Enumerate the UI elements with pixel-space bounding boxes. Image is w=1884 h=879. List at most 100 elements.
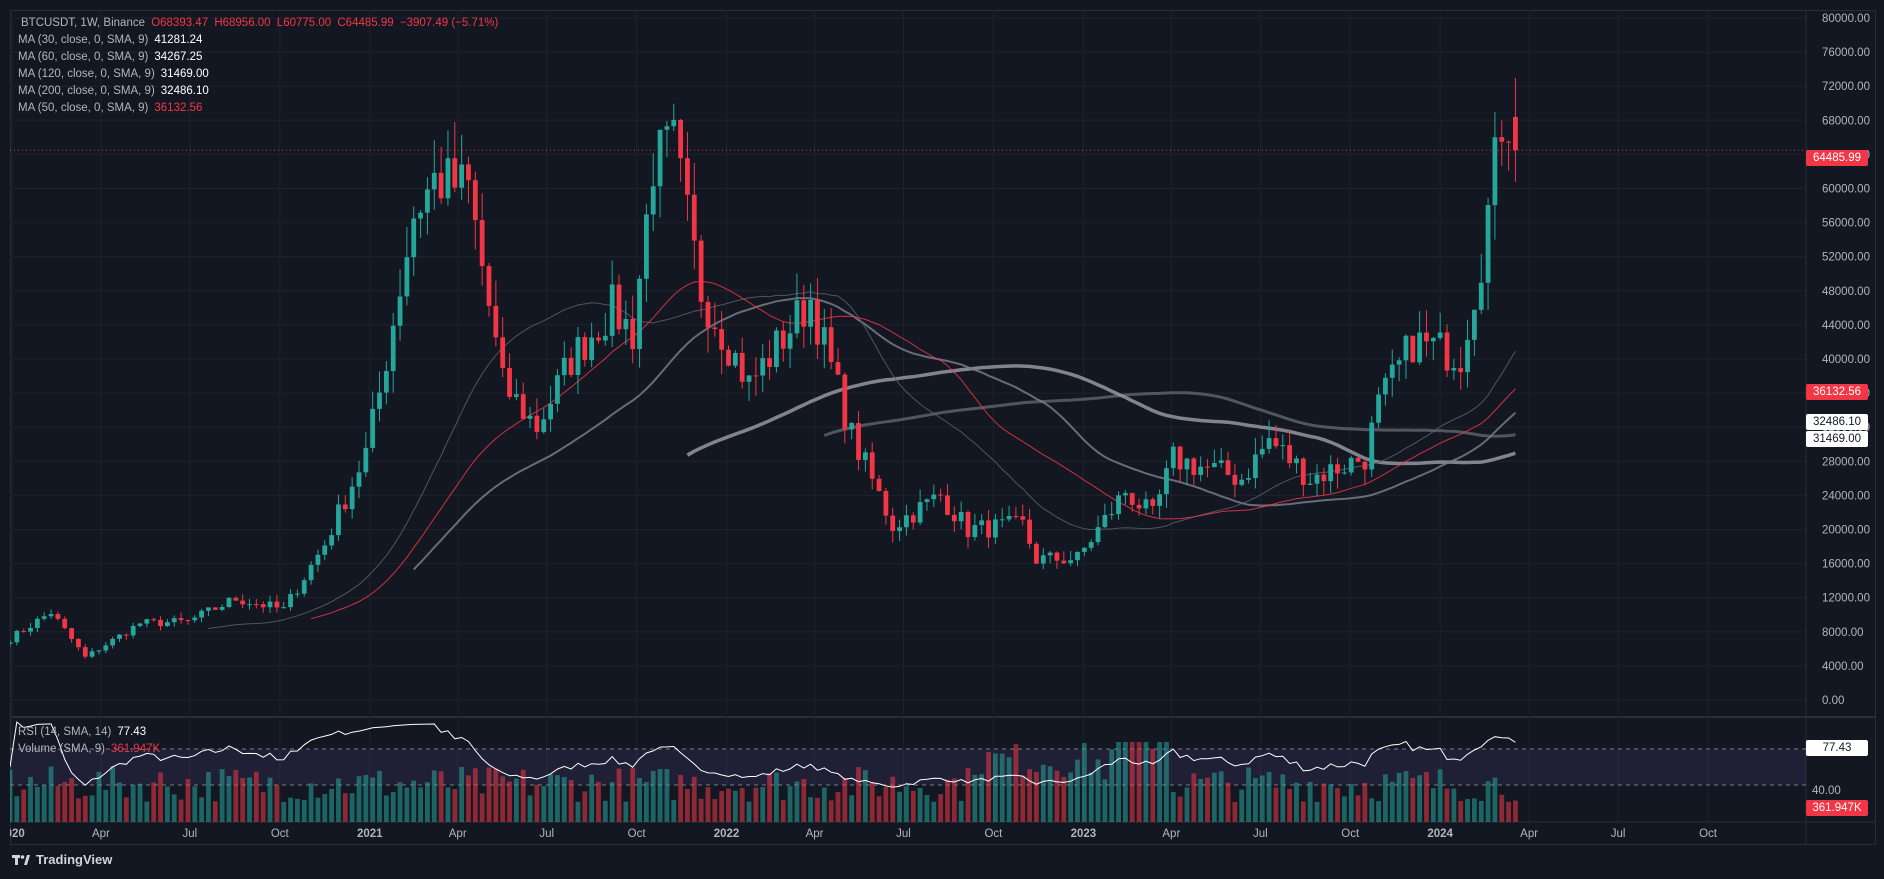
volume-bar	[96, 771, 102, 822]
candle-body	[897, 527, 902, 532]
candle-body	[623, 318, 629, 330]
candle-body	[336, 504, 341, 536]
volume-bar	[445, 787, 451, 822]
time-tick-label: Jul	[539, 828, 554, 840]
volume-bar	[288, 797, 293, 822]
volume-bar	[151, 782, 157, 822]
time-tick-label: 2023	[1071, 828, 1097, 840]
volume-bar	[117, 782, 122, 822]
volume-bar	[459, 766, 465, 822]
price-tick-label: 60000.00	[1822, 184, 1870, 196]
ma50-price-tag: 36132.56	[1806, 384, 1868, 400]
candle-body	[999, 519, 1005, 521]
volume-bar	[1259, 775, 1265, 822]
candle-body	[1280, 445, 1286, 447]
volume-bar	[883, 786, 889, 822]
candle-body	[1143, 499, 1149, 509]
indicator-row-ma200[interactable]: MA (200, close, 0, SMA, 9) 32486.10	[18, 83, 498, 100]
price-tick-label: 72000.00	[1822, 81, 1870, 93]
indicator-value: 34267.25	[154, 51, 203, 63]
candle-body	[1075, 551, 1080, 561]
volume-bar	[1437, 769, 1443, 822]
candle-body	[1177, 446, 1183, 470]
rsi-value: 77.43	[117, 726, 147, 738]
volume-bar	[322, 794, 328, 822]
volume-bar	[1389, 781, 1395, 822]
indicator-row-ma50[interactable]: MA (50, close, 0, SMA, 9) 36132.56	[18, 100, 498, 117]
volume-bar	[1198, 778, 1204, 822]
candle-body	[1191, 458, 1197, 475]
candle-body	[1314, 474, 1320, 484]
symbol-label[interactable]: BTCUSDT, 1W, Binance	[21, 17, 145, 29]
candle-body	[1471, 309, 1477, 340]
volume-label: Volume (SMA, 9)	[18, 743, 105, 755]
indicator-label: MA (120, close, 0, SMA, 9)	[18, 68, 155, 80]
volume-bar	[849, 795, 855, 822]
candle-body	[404, 257, 410, 297]
candle-body	[787, 333, 793, 349]
volume-bar	[1170, 792, 1176, 822]
volume-bar	[34, 786, 40, 822]
volume-bar	[739, 787, 745, 822]
time-tick-label: Apr	[806, 828, 824, 840]
volume-bar	[828, 800, 834, 822]
indicator-row-ma120[interactable]: MA (120, close, 0, SMA, 9) 31469.00	[18, 66, 498, 83]
volume-bar	[999, 753, 1005, 822]
volume-bar	[69, 778, 74, 822]
volume-bar	[89, 795, 95, 822]
candle-body	[568, 357, 574, 375]
chart-canvas[interactable]: 80000.0076000.0072000.0068000.0064000.00…	[10, 10, 1876, 845]
candle-body	[1287, 445, 1293, 464]
indicator-label: MA (60, close, 0, SMA, 9)	[18, 51, 149, 63]
candle-body	[767, 358, 772, 367]
price-tick-label: 16000.00	[1822, 559, 1870, 571]
indicator-value: 36132.56	[154, 102, 203, 114]
candle-body	[1307, 483, 1313, 485]
tradingview-logo[interactable]: TradingView	[12, 852, 112, 867]
candle-body	[486, 266, 492, 306]
price-tick-label: 4000.00	[1822, 661, 1864, 673]
candle-body	[1239, 479, 1245, 485]
indicator-row-ma30[interactable]: MA (30, close, 0, SMA, 9) 41281.24	[18, 32, 498, 49]
volume-bar	[397, 782, 403, 822]
close-value: C64485.99	[337, 17, 394, 29]
candle-body	[76, 638, 81, 648]
candle-body	[1116, 495, 1121, 515]
time-tick-label: Apr	[1162, 828, 1180, 840]
volume-bar	[582, 791, 588, 822]
volume-bar	[1075, 759, 1080, 822]
volume-bar	[1164, 742, 1169, 822]
price-tick-label: 68000.00	[1822, 115, 1870, 127]
candle-body	[500, 337, 506, 368]
volume-bar	[1109, 749, 1115, 822]
candle-body	[438, 172, 444, 199]
time-tick-label: Apr	[1520, 828, 1538, 840]
volume-legend-row[interactable]: Volume (SMA, 9) 361.947K	[18, 741, 160, 758]
candle-body	[541, 419, 547, 433]
candle-body	[774, 330, 779, 367]
candle-body	[356, 472, 362, 487]
candle-body	[856, 423, 861, 460]
volume-bar	[1068, 772, 1074, 822]
volume-bar	[267, 777, 273, 822]
indicator-row-ma60[interactable]: MA (60, close, 0, SMA, 9) 34267.25	[18, 49, 498, 66]
candle-body	[589, 337, 595, 361]
candle-body	[1430, 337, 1436, 342]
volume-bar	[486, 767, 492, 822]
candle-body	[849, 423, 855, 430]
candle-body	[1410, 335, 1416, 363]
time-tick-label: 2024	[1427, 828, 1453, 840]
candle-body	[240, 600, 246, 605]
rsi-legend-row[interactable]: RSI (14, SMA, 14) 77.43	[18, 724, 160, 741]
candle-body	[643, 214, 649, 279]
price-tick-label: 8000.00	[1822, 627, 1864, 639]
volume-bar	[1396, 772, 1402, 822]
candle-body	[1513, 116, 1518, 151]
candle-body	[520, 394, 526, 419]
volume-bar	[137, 783, 143, 822]
candle-body	[876, 478, 882, 491]
volume-bar	[801, 779, 807, 822]
volume-bar	[1492, 777, 1498, 822]
candle-body	[206, 607, 211, 611]
change-value: −3907.49 (−5.71%)	[399, 17, 499, 29]
